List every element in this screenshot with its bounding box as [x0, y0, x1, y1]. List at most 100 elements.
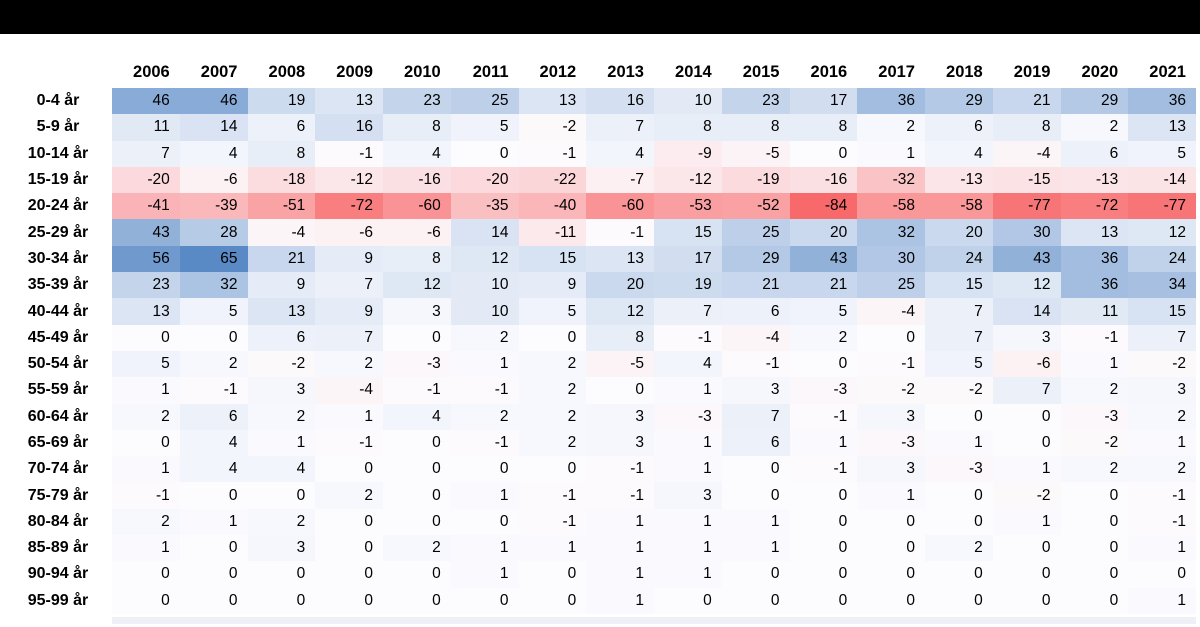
heatmap-cell: 0	[450, 587, 519, 614]
heatmap-cell: 6	[247, 324, 316, 351]
heatmap-cell: -2	[1128, 350, 1196, 378]
heatmap-cell: 13	[1060, 219, 1129, 246]
heatmap-cell: 9	[247, 272, 316, 299]
heatmap-cell: 12	[992, 272, 1061, 299]
heatmap-cell: -22	[518, 166, 587, 194]
heatmap-cell: -1	[857, 350, 925, 378]
heatmap-cell: 6	[247, 114, 316, 141]
heatmap-cell: 65	[179, 245, 248, 273]
heatmap-cell: 3	[383, 298, 451, 325]
heatmap-cell: 19	[654, 272, 722, 299]
heatmap-cell: 0	[992, 403, 1061, 430]
heatmap-cell: -6	[383, 219, 451, 246]
heatmap-cell: 9	[315, 245, 383, 273]
heatmap-cell: 2	[518, 350, 587, 378]
heatmap-cell: 5	[179, 298, 248, 325]
year-header: 2008	[247, 58, 316, 88]
heatmap-cell: 12	[450, 245, 519, 273]
heatmap-cell: -1	[450, 377, 519, 404]
heatmap-cell: 3	[247, 535, 316, 562]
heatmap-cell: -39	[179, 193, 248, 220]
heatmap-cell: 9	[315, 298, 383, 325]
heatmap-cell: 16	[315, 114, 383, 141]
heatmap-cell: 0	[925, 587, 993, 614]
heatmap-cell: 1	[247, 429, 316, 457]
heatmap-cell: 1	[112, 535, 180, 562]
table-row: 55-59 år 1 -1 3 -4 -1 -1 2 0 1 3 -3 -2 -2 7 2 3	[8, 377, 1196, 404]
heatmap-cell: 2	[112, 508, 180, 536]
heatmap-cell: -6	[315, 219, 383, 246]
heatmap-cell: 4	[586, 140, 654, 167]
heatmap-cell: 0	[654, 587, 722, 614]
heatmap-cell: 3	[721, 377, 790, 404]
heatmap-cell: -58	[925, 193, 993, 220]
heatmap-cell: -4	[315, 377, 383, 404]
heatmap-cell: -13	[925, 166, 993, 194]
heatmap-cell: 9	[518, 272, 587, 299]
heatmap-cell: 8	[721, 114, 790, 141]
table-row: 95-99 år 0 0 0 0 0 0 0 1 0 0 0 0 0 0 0 1	[8, 587, 1196, 614]
age-group-label: 60-64 år	[8, 403, 112, 430]
heatmap-cell: 46	[179, 88, 248, 115]
heatmap-cell: 7	[721, 403, 790, 430]
heatmap-cell: -3	[1060, 403, 1129, 430]
age-group-label: 80-84 år	[8, 508, 112, 536]
heatmap-cell: -4	[992, 140, 1061, 167]
table-row: 40-44 år 13 5 13 9 3 10 5 12 7 6 5 -4 7 14 11 15	[8, 298, 1196, 325]
heatmap-cell: -12	[654, 166, 722, 194]
heatmap-cell: 8	[654, 114, 722, 141]
heatmap-cell: 1	[315, 403, 383, 430]
heatmap-cell: 1	[450, 482, 519, 509]
heatmap-cell: 0	[383, 482, 451, 509]
heatmap-cell: 0	[1060, 535, 1129, 562]
heatmap-cell: 4	[383, 403, 451, 430]
age-group-label: 5-9 år	[8, 114, 112, 141]
heatmap-cell: 2	[247, 403, 316, 430]
table-row: 80-84 år 2 1 2 0 0 0 -1 1 1 1 0 0 0 1 0 -1	[8, 508, 1196, 536]
heatmap-cell: 0	[179, 561, 248, 588]
heatmap-cell: 1	[1060, 350, 1129, 378]
heatmap-cell: 0	[315, 508, 383, 536]
heatmap-cell: -41	[112, 193, 180, 220]
heatmap-cell: -1	[179, 377, 248, 404]
heatmap-cell: 2	[450, 324, 519, 351]
heatmap-cell: 0	[247, 587, 316, 614]
year-header: 2020	[1060, 58, 1129, 88]
heatmap-cell: 1	[992, 508, 1061, 536]
heatmap-cell: -1	[315, 140, 383, 167]
year-header: 2021	[1128, 58, 1196, 88]
heatmap-cell: 10	[450, 272, 519, 299]
heatmap-cell: 7	[654, 298, 722, 325]
heatmap-cell: 4	[179, 140, 248, 167]
heatmap-cell: 0	[721, 561, 790, 588]
age-group-label: 30-34 år	[8, 245, 112, 273]
heatmap-cell: 0	[383, 324, 451, 351]
bottom-edge-strip	[112, 617, 1196, 624]
heatmap-cell: 0	[992, 561, 1061, 588]
heatmap-cell: -60	[383, 193, 451, 220]
heatmap-cell: 1	[586, 508, 654, 536]
heatmap-cell: -1	[315, 429, 383, 457]
heatmap-cell: 1	[450, 350, 519, 378]
heatmap-cell: 0	[450, 456, 519, 483]
heatmap-cell: 15	[654, 219, 722, 246]
year-header: 2011	[450, 58, 519, 88]
heatmap-cell: 13	[315, 88, 383, 115]
heatmap-cell: -13	[1060, 166, 1129, 194]
heatmap-cell: 6	[179, 403, 248, 430]
heatmap-cell: -1	[1128, 508, 1196, 536]
heatmap-cell: 0	[112, 324, 180, 351]
heatmap-cell: 2	[247, 508, 316, 536]
table-row: 65-69 år 0 4 1 -1 0 -1 2 3 1 6 1 -3 1 0 -2 1	[8, 429, 1196, 457]
heatmap-cell: 5	[450, 114, 519, 141]
heatmap-cell: 2	[1128, 403, 1196, 430]
heatmap-cell: 4	[179, 429, 248, 457]
heatmap-cell: 5	[112, 350, 180, 378]
heatmap-cell: 5	[925, 350, 993, 378]
heatmap-cell: 46	[112, 88, 180, 115]
heatmap-cell: -5	[586, 350, 654, 378]
heatmap-cell: -2	[518, 114, 587, 141]
heatmap-cell: 3	[857, 456, 925, 483]
heatmap-cell: 17	[654, 245, 722, 273]
heatmap-cell: 30	[857, 245, 925, 273]
